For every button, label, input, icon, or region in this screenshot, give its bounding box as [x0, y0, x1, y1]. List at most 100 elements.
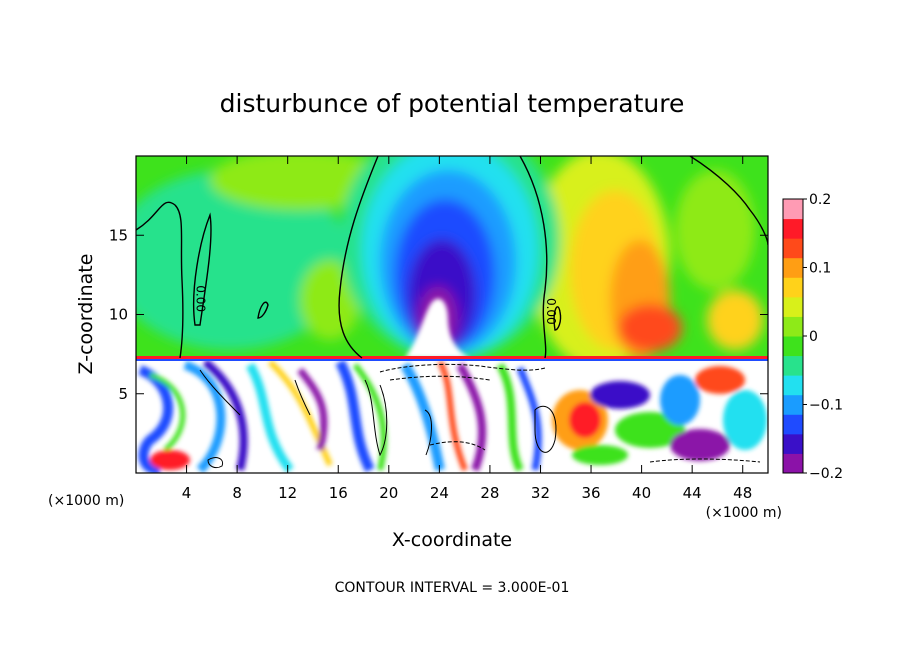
field-blob: [675, 170, 755, 290]
field-blob: [136, 170, 350, 350]
colorbar-swatch: [783, 355, 803, 376]
y-axis-label: Z-coordinate: [75, 254, 97, 375]
field-blob: [210, 156, 390, 210]
colorbar-tick-label: 0: [809, 329, 818, 345]
contour-line: [207, 457, 224, 469]
x-tick-label: 8: [232, 484, 242, 502]
colorbar-tick-label: −0.2: [809, 466, 843, 482]
colorbar-tick-label: −0.1: [809, 398, 843, 414]
turbulent-blob: [590, 381, 650, 409]
field-blob: [618, 304, 682, 352]
y-tick-label: 10: [109, 306, 128, 324]
x-tick-label: 40: [632, 484, 651, 502]
contour-line: [257, 301, 269, 319]
white-plume: [405, 298, 470, 358]
turbulent-streak: [149, 372, 186, 452]
x-tick-label: 28: [480, 484, 499, 502]
field-blob: [300, 260, 360, 340]
colorbar-swatch: [783, 414, 803, 435]
x-tick-label: 24: [430, 484, 449, 502]
contour-line: [519, 156, 548, 359]
turbulent-streak: [138, 365, 173, 473]
turbulent-blob: [695, 366, 745, 394]
upper-field: [136, 156, 763, 370]
x-axis: 4 8 12 16 20 24 28 32 36 40 44 48: [182, 156, 752, 502]
colorbar-swatch: [783, 238, 803, 259]
contour-line: [379, 363, 546, 373]
x-tick-label: 44: [683, 484, 702, 502]
contour-line: [389, 375, 491, 381]
contour-line: [364, 379, 388, 457]
contour-value-label: 0.00: [544, 298, 558, 325]
turbulent-blob: [660, 375, 700, 425]
x-tick-label: 32: [531, 484, 550, 502]
x-tick-label: 12: [278, 484, 297, 502]
contour-labels: 0.00 0.00: [194, 285, 558, 324]
contour-line: [294, 379, 311, 416]
contour-line: [338, 156, 379, 359]
x-axis-label: X-coordinate: [392, 529, 512, 551]
x-tick-label: 4: [182, 484, 192, 502]
turbulent-streak: [267, 359, 333, 467]
turbulent-streak: [335, 359, 375, 473]
x-tick-label: 36: [581, 484, 600, 502]
colorbar-swatch: [783, 453, 803, 474]
contour-lines: [136, 156, 768, 359]
turbulent-streak: [437, 360, 468, 472]
colorbar-swatch: [783, 375, 803, 396]
y-tick-label: 5: [118, 385, 128, 403]
inversion-line-inner: [136, 359, 768, 361]
turbulent-blob: [615, 412, 685, 448]
contour-line: [649, 458, 761, 463]
colorbar: 0.2 0.1 0 −0.1 −0.2: [782, 192, 843, 482]
colorbar-swatch: [783, 296, 803, 317]
colorbar-swatch: [783, 199, 803, 220]
x-tick-label: 48: [733, 484, 752, 502]
x-tick-label: 16: [329, 484, 348, 502]
colorbar-tick-label: 0.2: [809, 192, 831, 208]
contour-value-label: 0.00: [194, 285, 208, 312]
colorbar-swatch: [783, 257, 803, 278]
contour-line: [192, 212, 212, 326]
contour-line: [199, 369, 241, 416]
contour-line: [424, 409, 432, 456]
colorbar-swatch: [783, 336, 803, 357]
contour-lines-lower: [379, 363, 761, 463]
y-tick-label: 15: [109, 226, 128, 244]
turbulent-blob: [670, 429, 730, 461]
colorbar-swatch: [783, 218, 803, 239]
turbulent-blob: [569, 402, 601, 438]
turbulent-streak: [496, 363, 524, 472]
inversion-line: [136, 356, 768, 360]
chart-title: disturbunce of potential temperature: [220, 89, 685, 118]
colorbar-swatch: [783, 316, 803, 337]
turbulent-streak: [400, 362, 445, 471]
field-blob: [707, 290, 763, 350]
turbulent-streak: [456, 363, 487, 472]
x-unit-right: (×1000 m): [706, 505, 782, 521]
y-axis: 5 10 15: [109, 226, 768, 403]
turbulent-streak: [183, 360, 226, 473]
turbulent-streak: [246, 362, 294, 473]
turbulent-blob: [150, 450, 190, 470]
contour-line: [534, 405, 557, 453]
colorbar-tick-label: 0.1: [809, 261, 831, 277]
turbulent-streak: [202, 358, 248, 471]
turbulent-blob: [572, 445, 628, 465]
turbulent-blob: [723, 390, 767, 450]
lower-field: [136, 356, 768, 473]
contour-line: [553, 306, 562, 331]
x-unit-left: (×1000 m): [48, 493, 124, 509]
contour-lines-lower-solid: [199, 369, 557, 469]
turbulent-streak: [352, 363, 387, 471]
plot-area: [136, 156, 768, 473]
colorbar-swatch: [783, 277, 803, 298]
contour-interval-note: CONTOUR INTERVAL = 3.000E-01: [335, 580, 570, 596]
colorbar-swatch: [783, 433, 803, 454]
contour-line: [689, 156, 768, 246]
colorbar-swatch: [783, 394, 803, 415]
x-tick-label: 20: [379, 484, 398, 502]
turbulent-streak: [297, 367, 328, 451]
contour-line: [136, 201, 184, 359]
